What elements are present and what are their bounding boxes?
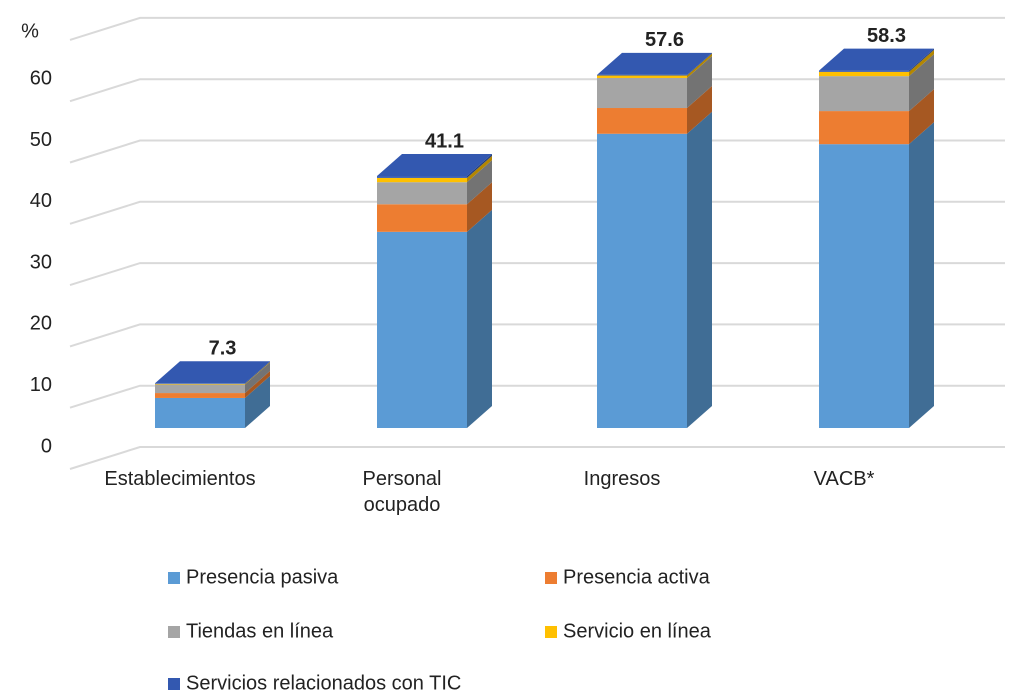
bar-side xyxy=(687,86,712,134)
bar-top xyxy=(597,52,712,75)
bar-segment xyxy=(597,108,687,134)
bar-side xyxy=(909,49,934,77)
bar-segment xyxy=(377,177,467,183)
legend-label: Servicio en línea xyxy=(563,620,712,642)
bar-segment xyxy=(597,77,687,109)
bar-segment xyxy=(597,74,687,76)
x-tick-label: Ingresos xyxy=(583,468,661,490)
bar-segment xyxy=(155,393,245,398)
bar-segment xyxy=(819,71,909,77)
bar-side xyxy=(245,361,270,385)
bar-side xyxy=(687,53,712,78)
grid-line xyxy=(69,139,1005,164)
grid-line xyxy=(69,384,1005,409)
y-axis-label: % xyxy=(21,20,39,42)
bar-segment xyxy=(597,75,687,78)
bar-top xyxy=(155,361,270,384)
grid-line xyxy=(69,16,1005,41)
total-label: 58.3 xyxy=(867,25,906,47)
x-tick-label: Personal ocupado xyxy=(362,468,442,516)
bar-segment xyxy=(819,144,909,428)
bar-segment xyxy=(377,204,467,232)
total-label: 41.1 xyxy=(425,130,464,152)
bar-segment xyxy=(597,133,687,428)
bar-segment xyxy=(819,70,909,72)
legend-swatch xyxy=(168,572,180,584)
bar-side xyxy=(467,182,492,232)
bar-side xyxy=(687,55,712,109)
y-tick-label: 0 xyxy=(41,435,52,457)
grid-line xyxy=(69,200,1005,225)
bar-side xyxy=(687,111,712,428)
bar-side xyxy=(909,122,934,428)
bar-segment xyxy=(377,182,467,205)
grid-line xyxy=(69,262,1005,287)
bar-top xyxy=(377,154,492,177)
bar-side xyxy=(245,362,270,394)
bar-side xyxy=(245,371,270,398)
grid-line xyxy=(69,323,1005,348)
bar-segment xyxy=(377,176,467,178)
grid-line xyxy=(69,78,1005,103)
bar-top xyxy=(819,48,934,71)
bar-side xyxy=(245,361,270,384)
total-label: 7.3 xyxy=(209,338,237,360)
y-tick-label: 40 xyxy=(30,190,52,212)
x-tick-label: Establecimientos xyxy=(104,468,256,490)
legend-swatch xyxy=(168,678,180,690)
legend-swatch xyxy=(545,572,557,584)
y-tick-label: 30 xyxy=(30,251,52,273)
bar-side xyxy=(467,154,492,178)
legend-label: Tiendas en línea xyxy=(186,620,334,642)
bar-side xyxy=(909,54,934,112)
y-tick-label: 60 xyxy=(30,67,52,89)
bar-side xyxy=(467,155,492,183)
total-label: 57.6 xyxy=(645,29,684,51)
legend-label: Presencia pasiva xyxy=(186,566,339,588)
bar-side xyxy=(687,52,712,76)
bar-side xyxy=(467,209,492,428)
y-tick-label: 50 xyxy=(30,129,52,151)
legend-swatch xyxy=(545,626,557,638)
y-tick-label: 20 xyxy=(30,313,52,335)
bar-segment xyxy=(155,384,245,394)
legend-label: Presencia activa xyxy=(563,566,711,588)
legend-label: Servicios relacionados con TIC xyxy=(186,672,461,694)
grid-line xyxy=(69,446,1005,470)
bar-segment xyxy=(155,383,245,385)
bar-segment xyxy=(155,383,245,384)
y-tick-label: 10 xyxy=(30,374,52,396)
bar-segment xyxy=(819,111,909,145)
bar-segment xyxy=(155,397,245,428)
bar-side xyxy=(909,89,934,145)
legend-swatch xyxy=(168,626,180,638)
x-tick-label: VACB* xyxy=(813,468,875,490)
bar-side xyxy=(467,160,492,205)
bar-side xyxy=(909,48,934,72)
bar-side xyxy=(245,375,270,428)
bar-segment xyxy=(819,76,909,112)
bar-segment xyxy=(377,231,467,428)
